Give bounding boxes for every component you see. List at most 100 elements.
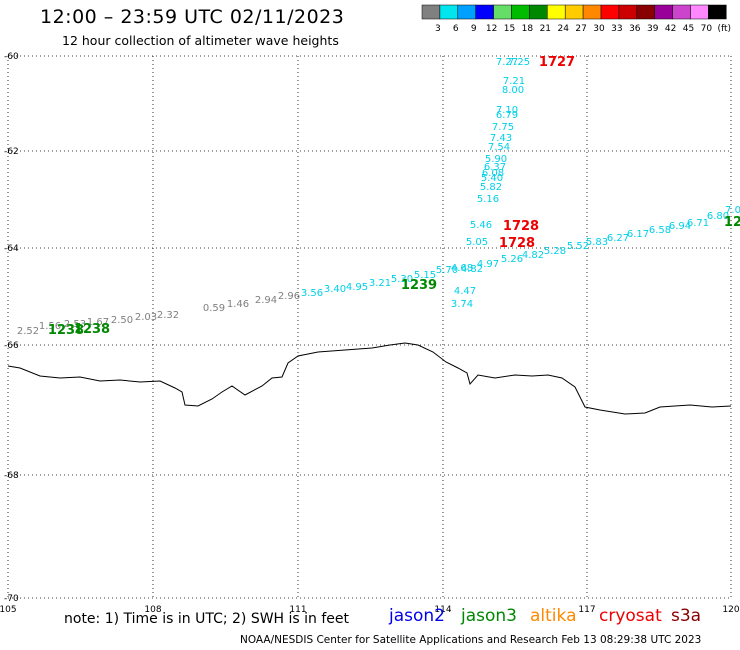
wave-height-label: 1.46	[227, 299, 249, 310]
map-note: note: 1) Time is in UTC; 2) SWH is in fe…	[64, 611, 350, 627]
wave-height-label: 4.47	[454, 286, 476, 297]
legend-label: 33	[611, 24, 622, 34]
pass-time-label: 1727	[539, 55, 575, 70]
satellite-legend-jason2: jason2	[389, 606, 445, 626]
legend-swatch	[636, 4, 655, 20]
wave-height-label: 5.52	[567, 241, 589, 252]
y-tick-label: -66	[4, 341, 19, 351]
wave-height-label: 5.28	[544, 246, 566, 257]
wave-height-label: 5.15	[414, 270, 436, 281]
wave-height-label: 6.79	[496, 110, 518, 121]
wave-height-label: 2.52	[17, 326, 39, 337]
wave-height-labels: 7.277.25 7.218.00 7.106.797.757.437.545.90…	[17, 57, 740, 337]
pass-time-label: 1728	[499, 236, 535, 251]
legend-swatch	[654, 4, 673, 20]
legend-label: 12	[486, 24, 497, 34]
map-title: 12:00 – 23:59 UTC 02/11/2023	[40, 6, 345, 28]
pass-time-label: 1238	[74, 322, 110, 337]
wave-height-label: 2.50	[111, 315, 133, 326]
y-tick-label: -60	[4, 52, 19, 62]
legend-label: 70	[701, 24, 713, 34]
color-legend: 3 6 9 12 15 18 21 24 27 30 33 36 39 42 45 70 (ft)	[421, 4, 731, 34]
satellite-legend-jason3: jason3	[461, 606, 517, 626]
satellite-legend-s3a: s3a	[671, 606, 702, 626]
legend-swatch	[618, 4, 638, 20]
wave-height-label: 4.68	[451, 263, 473, 274]
wave-height-label: 6.71	[687, 218, 709, 229]
pass-time-label: 1237	[724, 215, 740, 230]
wave-height-label: 5.83	[586, 237, 608, 248]
legend-swatch	[564, 4, 584, 20]
y-tick-label: -62	[4, 147, 19, 157]
wave-height-label: 2.32	[157, 310, 179, 321]
legend-swatch	[493, 4, 512, 20]
wave-height-label: 0.59	[203, 303, 225, 314]
x-tick-label: 117	[578, 605, 595, 615]
wave-height-label: 2.96	[278, 291, 300, 302]
x-tick-label: 120	[722, 605, 739, 615]
legend-swatch	[511, 4, 530, 20]
legend-label: 9	[471, 24, 477, 34]
wave-height-label: 5.70	[436, 265, 458, 276]
satellite-legend-cryosat: cryosat	[599, 606, 662, 626]
wave-height-label: 5.40	[481, 173, 503, 184]
pass-time-label: 1728	[503, 219, 539, 234]
legend-swatch	[439, 4, 459, 20]
wave-height-label: 6.94	[669, 221, 691, 232]
y-tick-label: -64	[4, 244, 19, 254]
wave-height-label: 6.37	[484, 162, 506, 173]
wave-height-label: 6.80	[707, 211, 729, 222]
y-tick-label: -70	[4, 594, 19, 604]
legend-swatch	[600, 4, 620, 20]
map-grid	[7, 55, 732, 599]
wave-height-label: 6.08	[482, 168, 504, 179]
legend-label: 21	[540, 24, 551, 34]
wave-height-label: 5.26	[501, 254, 523, 265]
wave-height-label: 6.27	[607, 233, 629, 244]
wave-height-label: 2.53	[64, 319, 86, 330]
wave-height-label: 7.54	[488, 142, 510, 153]
wave-height-label: 5.05	[466, 237, 488, 248]
antarctic-coastline	[7, 342, 732, 415]
legend-swatch	[421, 4, 441, 20]
pass-time-label: 1238	[48, 323, 84, 338]
legend-swatch	[547, 4, 566, 20]
wave-height-label: 5.46	[470, 220, 492, 231]
wave-height-label: 3.40	[324, 284, 346, 295]
x-tick-label: 105	[0, 605, 17, 615]
wave-height-label: 8.00	[502, 85, 524, 96]
wave-height-label: 4.82	[461, 264, 483, 275]
satellite-legend-altika: altika	[530, 606, 577, 626]
wave-height-label: 3.56	[301, 288, 323, 299]
legend-swatch	[582, 4, 602, 20]
x-tick-label: 114	[434, 605, 451, 615]
wave-height-label: 6.17	[627, 229, 649, 240]
legend-swatch	[457, 4, 476, 20]
wave-height-label: 7.75	[492, 122, 514, 133]
footer-credit: NOAA/NESDIS Center for Satellite Applica…	[240, 634, 702, 646]
legend-label: 45	[683, 24, 694, 34]
legend-swatch	[475, 4, 494, 20]
pass-time-label: 1239	[401, 278, 437, 293]
wave-height-label: 6.58	[649, 225, 671, 236]
wave-height-label: 1.67	[87, 317, 109, 328]
wave-height-label: 4.82	[522, 250, 544, 261]
wave-height-label: 7.21	[503, 76, 525, 87]
x-tick-label: 108	[144, 605, 161, 615]
wave-height-label: 7.43	[490, 133, 512, 144]
wave-height-label: 3.21	[369, 278, 391, 289]
wave-height-label: 5.82	[480, 182, 502, 193]
wave-height-label: 5.90	[485, 154, 507, 165]
wave-height-label: 7.0	[725, 205, 740, 216]
legend-label: 39	[647, 24, 659, 34]
legend-label: 24	[557, 24, 569, 34]
wave-height-label: 2.03	[135, 312, 157, 323]
legend-label: 27	[575, 24, 586, 34]
legend-label: 6	[453, 24, 459, 34]
wave-height-label: 2.94	[255, 295, 277, 306]
wave-height-label: 1.56	[39, 321, 61, 332]
wave-height-label: 5.16	[477, 194, 499, 205]
legend-swatch	[690, 4, 709, 20]
